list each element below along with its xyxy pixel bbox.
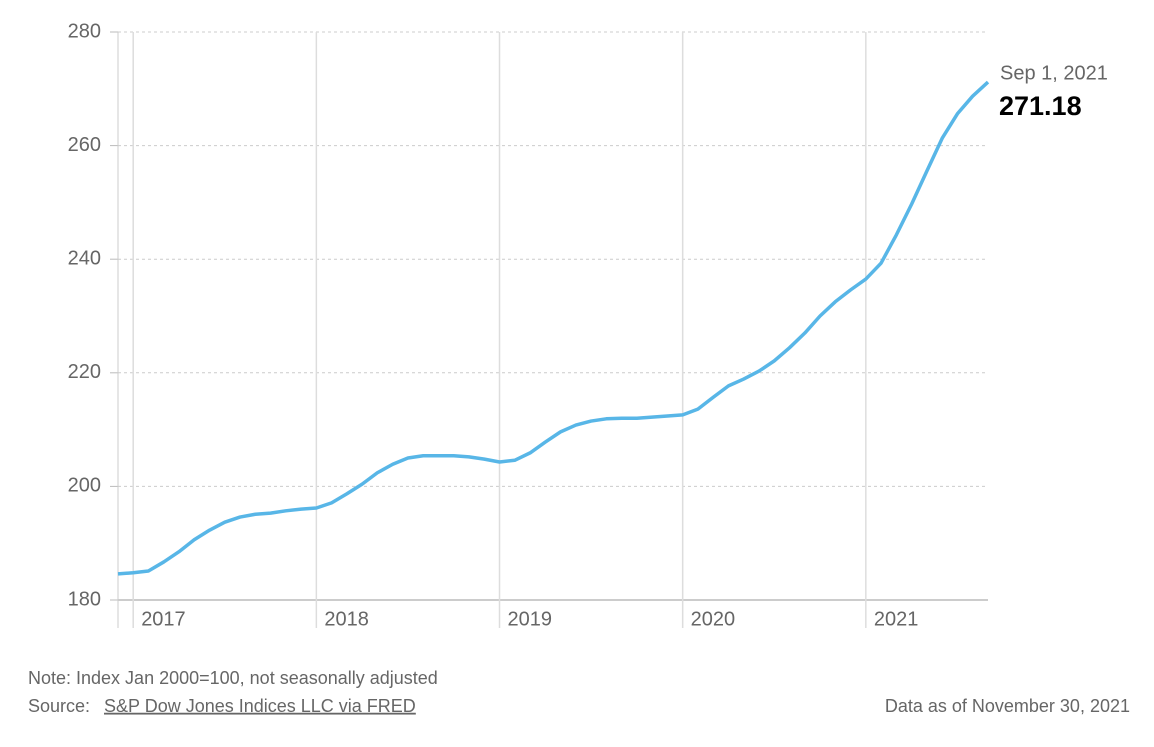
x-tick-label: 2021 [874,608,919,630]
y-tick-label: 240 [68,247,101,269]
y-tick-label: 180 [68,588,101,610]
note: Note: Index Jan 2000=100, not seasonally… [28,668,438,688]
x-tick-label: 2018 [324,608,369,630]
y-tick-label: 220 [68,361,101,383]
x-tick-label: 2019 [508,608,553,630]
y-tick-label: 260 [68,134,101,156]
x-tick-label: 2017 [141,608,186,630]
source-link[interactable]: S&P Dow Jones Indices LLC via FRED [104,696,416,716]
last-point-value: 271.18 [999,91,1082,121]
data-as-of: Data as of November 30, 2021 [885,696,1130,716]
source-prefix: Source: [28,696,90,716]
y-tick-label: 200 [68,475,101,497]
last-point-date: Sep 1, 2021 [1000,62,1108,84]
x-tick-label: 2020 [691,608,736,630]
line [117,80,990,576]
y-tick-label: 280 [68,20,101,42]
